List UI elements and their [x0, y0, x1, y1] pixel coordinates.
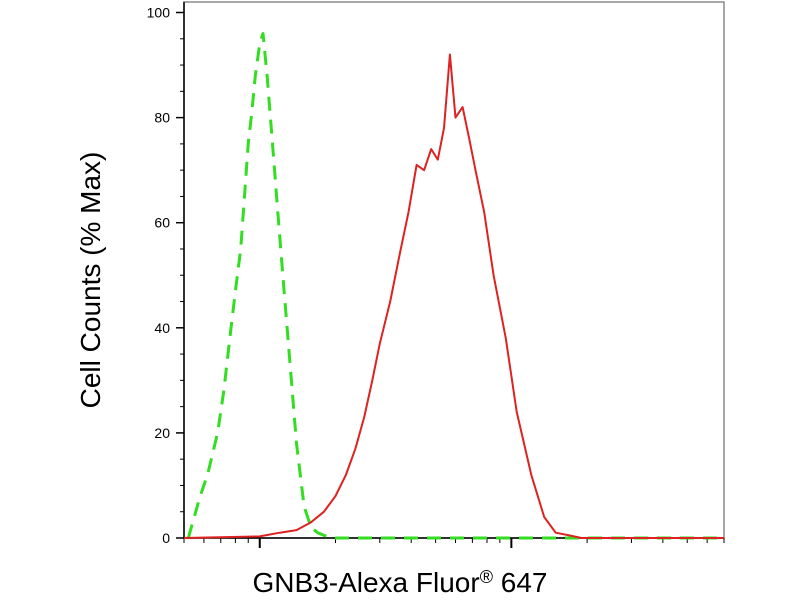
- y-tick-label: 60: [154, 215, 170, 231]
- y-tick-label: 80: [154, 110, 170, 126]
- dashed-green-series-line: [186, 32, 724, 540]
- y-tick-label: 20: [154, 425, 170, 441]
- x-axis-title-registered-mark: ®: [480, 567, 493, 587]
- x-axis-title: GNB3-Alexa Fluor® 647: [253, 567, 548, 598]
- y-tick-label: 100: [147, 5, 171, 21]
- x-axis-title-main: GNB3-Alexa Fluor: [253, 567, 480, 598]
- x-axis-title-tail: 647: [493, 567, 548, 598]
- y-tick-label: 0: [162, 530, 170, 546]
- plot-frame: [183, 1, 725, 539]
- solid-red-series-line: [183, 53, 724, 539]
- series-layer: [183, 32, 724, 540]
- y-axis-title: Cell Counts (% Max): [75, 152, 106, 409]
- y-tick-label: 40: [154, 320, 170, 336]
- y-axis: 0 20 40 60 80 100: [147, 2, 185, 546]
